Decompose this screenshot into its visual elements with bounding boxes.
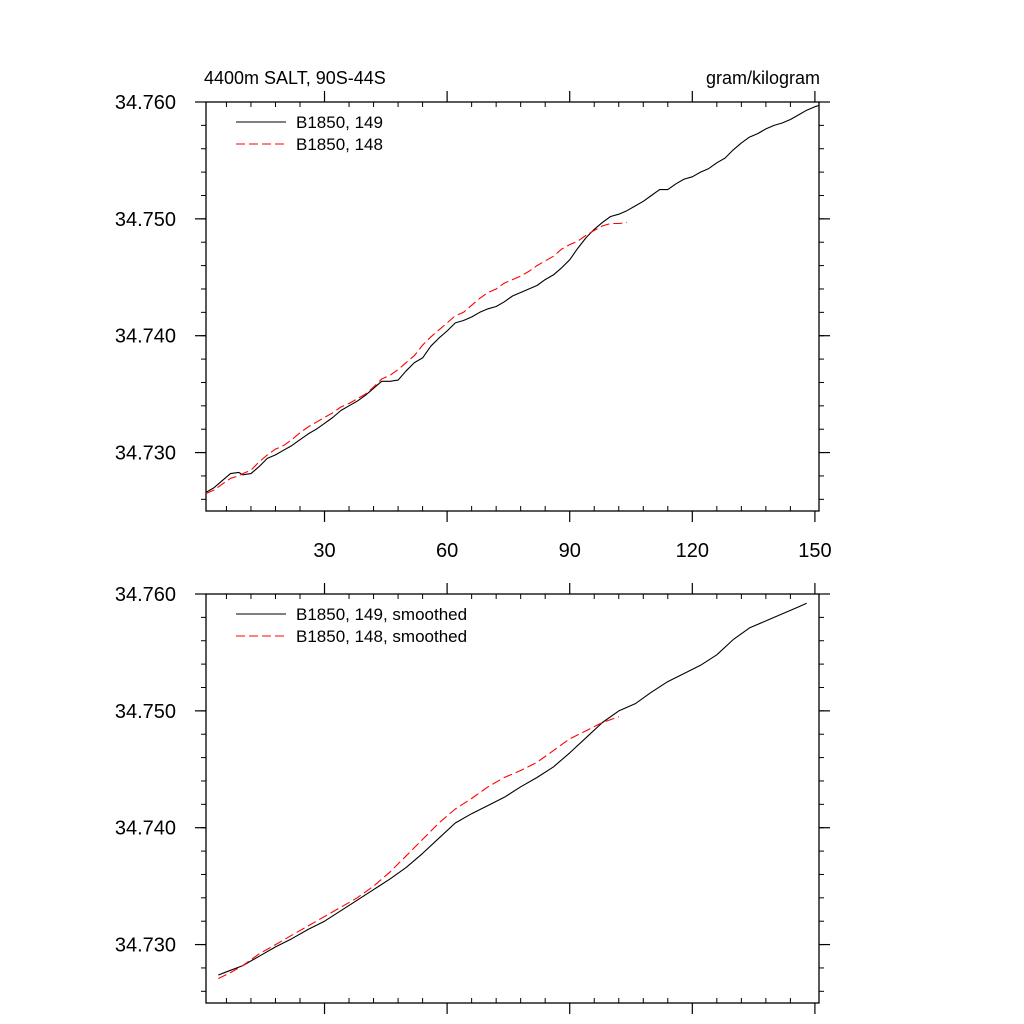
bottom-panel: 34.730 34.740 34.750 34.760 B1850, 149, smoo… [115, 583, 830, 1014]
top-panel: 30 60 90 120 150 34.730 34.740 34.750 34.760 4400… [115, 68, 832, 562]
bottom-series-line-0 [218, 602, 807, 976]
bottom-y-tick-label: 34.760 [115, 584, 176, 606]
top-title-right: gram/kilogram [706, 68, 820, 88]
bottom-y-tick-label: 34.750 [115, 701, 176, 723]
bottom-y-tick-label: 34.730 [115, 935, 176, 957]
top-legend-label-0: B1850, 149 [296, 113, 383, 132]
bottom-legend-label-0: B1850, 149, smoothed [296, 605, 467, 624]
top-y-tick-label: 34.750 [115, 209, 176, 231]
top-title-left: 4400m SALT, 90S-44S [204, 68, 386, 88]
top-x-tick-label: 150 [798, 540, 831, 562]
top-plot-frame [205, 101, 820, 512]
bottom-legend-label-1: B1850, 148, smoothed [296, 627, 467, 646]
bottom-series-line-1 [218, 716, 619, 979]
bottom-plot-frame [205, 593, 820, 1004]
top-series-line-0 [205, 104, 820, 493]
top-series-line-1 [205, 221, 627, 495]
top-x-tick-label: 120 [676, 540, 709, 562]
top-y-tick-label: 34.760 [115, 92, 176, 114]
top-y-tick-label: 34.730 [115, 443, 176, 465]
top-y-tick-label: 34.740 [115, 326, 176, 348]
top-x-tick-label: 60 [436, 540, 458, 562]
top-x-tick-label: 90 [559, 540, 581, 562]
top-legend-label-1: B1850, 148 [296, 135, 383, 154]
top-x-tick-label: 30 [313, 540, 335, 562]
bottom-y-tick-label: 34.740 [115, 818, 176, 840]
